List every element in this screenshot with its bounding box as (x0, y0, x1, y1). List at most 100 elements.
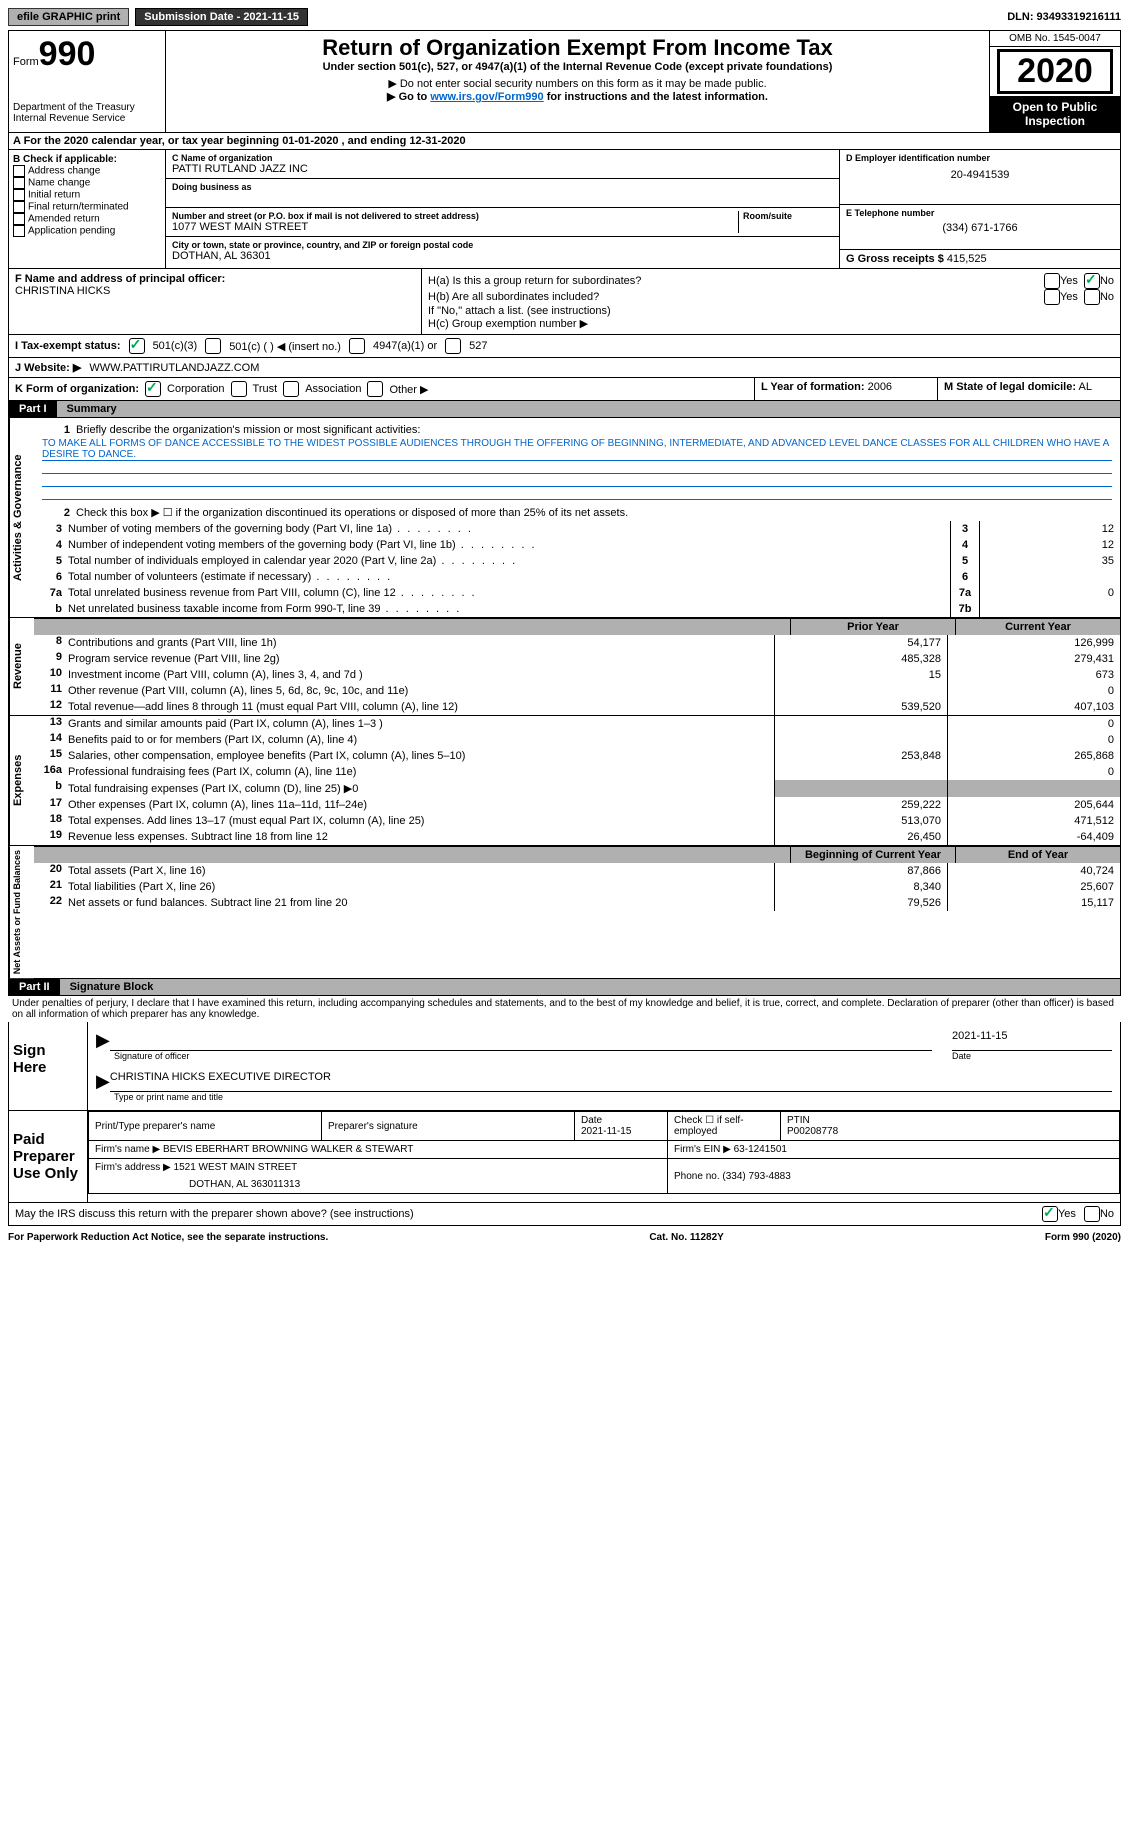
hc-label: H(c) Group exemption number ▶ (428, 317, 1114, 330)
ha-no-checkbox[interactable] (1084, 273, 1100, 289)
501c3-checkbox[interactable] (129, 338, 145, 354)
checkbox-label: Final return/terminated (28, 202, 129, 213)
part-i-header: Part I Summary (8, 401, 1121, 418)
prior-value (774, 716, 947, 732)
fin-text: Total assets (Part X, line 16) (68, 863, 774, 879)
mission-text: TO MAKE ALL FORMS OF DANCE ACCESSIBLE TO… (42, 438, 1112, 461)
form-title: Return of Organization Exempt From Incom… (174, 35, 981, 61)
checkbox[interactable] (13, 213, 25, 225)
hdr-end: End of Year (955, 847, 1120, 863)
ein-label: D Employer identification number (846, 153, 1114, 163)
fin-text: Investment income (Part VIII, column (A)… (68, 667, 774, 683)
part-ii-header: Part II Signature Block (8, 979, 1121, 996)
phone-value: (334) 671-1766 (846, 222, 1114, 234)
firm-name-label: Firm's name ▶ (95, 1144, 160, 1155)
submission-date-button[interactable]: Submission Date - 2021-11-15 (135, 8, 308, 26)
fin-text: Total liabilities (Part X, line 26) (68, 879, 774, 895)
vert-expenses: Expenses (9, 716, 34, 845)
discuss-no-checkbox[interactable] (1084, 1206, 1100, 1222)
governance-block: Activities & Governance 1Briefly describ… (8, 418, 1121, 618)
hb-label: H(b) Are all subordinates included? (428, 291, 1044, 303)
line-text: Net unrelated business taxable income fr… (68, 601, 950, 617)
current-value (947, 780, 1120, 797)
net-assets-block: Net Assets or Fund Balances Beginning of… (8, 846, 1121, 979)
sign-here-label: Sign Here (9, 1022, 88, 1110)
officer-label: F Name and address of principal officer: (15, 273, 415, 285)
officer-name-title: CHRISTINA HICKS EXECUTIVE DIRECTOR (110, 1071, 1112, 1092)
prior-value: 253,848 (774, 748, 947, 764)
current-value: 471,512 (947, 813, 1120, 829)
opt-assoc: Association (305, 383, 361, 395)
firm-ein: 63-1241501 (734, 1144, 787, 1155)
yes-text2: Yes (1060, 291, 1078, 303)
expenses-block: Expenses 13Grants and similar amounts pa… (8, 716, 1121, 846)
prior-value: 485,328 (774, 651, 947, 667)
line-ref: 5 (950, 553, 980, 569)
section-b-to-g: B Check if applicable: Address changeNam… (8, 150, 1121, 269)
checkbox[interactable] (13, 201, 25, 213)
current-value: 0 (947, 764, 1120, 780)
current-value: 279,431 (947, 651, 1120, 667)
row-a-period: A For the 2020 calendar year, or tax yea… (8, 133, 1121, 150)
trust-checkbox[interactable] (231, 381, 247, 397)
part-ii-badge: Part II (9, 979, 60, 995)
form-number: 990 (39, 35, 96, 73)
fin-text: Total revenue—add lines 8 through 11 (mu… (68, 699, 774, 715)
fin-text: Contributions and grants (Part VIII, lin… (68, 635, 774, 651)
checkbox[interactable] (13, 189, 25, 201)
current-value: 673 (947, 667, 1120, 683)
ha-yes-checkbox[interactable] (1044, 273, 1060, 289)
line-value: 0 (980, 585, 1120, 601)
527-checkbox[interactable] (445, 338, 461, 354)
footer-cat: Cat. No. 11282Y (328, 1232, 1045, 1243)
current-value: 205,644 (947, 797, 1120, 813)
dept-text: Department of the Treasury Internal Reve… (13, 102, 161, 124)
line-ref: 3 (950, 521, 980, 537)
checkbox[interactable] (13, 225, 25, 237)
prior-value: 26,450 (774, 829, 947, 845)
street-address: 1077 WEST MAIN STREET (172, 221, 738, 233)
corp-checkbox[interactable] (145, 381, 161, 397)
prior-value: 8,340 (774, 879, 947, 895)
prior-value: 79,526 (774, 895, 947, 911)
box-b-label: B Check if applicable: (13, 154, 161, 165)
current-value: 0 (947, 732, 1120, 748)
line1-label: Briefly describe the organization's miss… (76, 422, 1112, 438)
hb-yes-checkbox[interactable] (1044, 289, 1060, 305)
m-label: M State of legal domicile: (944, 381, 1076, 393)
prior-value (774, 732, 947, 748)
firm-name: BEVIS EBERHART BROWNING WALKER & STEWART (163, 1144, 413, 1155)
501c-checkbox[interactable] (205, 338, 221, 354)
checkbox[interactable] (13, 165, 25, 177)
sig-officer-label: Signature of officer (114, 1051, 189, 1061)
checkbox-label: Application pending (28, 226, 115, 237)
note-ssn: ▶ Do not enter social security numbers o… (174, 77, 981, 90)
form-header: Form990 Department of the Treasury Inter… (8, 30, 1121, 133)
prior-value: 539,520 (774, 699, 947, 715)
opt-other: Other ▶ (389, 383, 428, 396)
checkbox[interactable] (13, 177, 25, 189)
hb-no-checkbox[interactable] (1084, 289, 1100, 305)
fin-text: Net assets or fund balances. Subtract li… (68, 895, 774, 911)
current-value: 0 (947, 716, 1120, 732)
prep-phone: (334) 793-4883 (722, 1171, 790, 1182)
irs-link[interactable]: www.irs.gov/Form990 (430, 91, 543, 103)
current-value: 40,724 (947, 863, 1120, 879)
ha-label: H(a) Is this a group return for subordin… (428, 275, 1044, 287)
i-label: I Tax-exempt status: (15, 340, 121, 352)
prior-value (774, 764, 947, 780)
fin-text: Total fundraising expenses (Part IX, col… (68, 780, 774, 797)
prep-phone-label: Phone no. (674, 1171, 720, 1182)
checkbox-label: Name change (28, 178, 90, 189)
discuss-yes-checkbox[interactable] (1042, 1206, 1058, 1222)
prep-sig-hdr: Preparer's signature (322, 1112, 575, 1141)
fin-text: Program service revenue (Part VIII, line… (68, 651, 774, 667)
4947-checkbox[interactable] (349, 338, 365, 354)
opt-4947: 4947(a)(1) or (373, 340, 437, 352)
line2-label: Check this box ▶ ☐ if the organization d… (76, 504, 1120, 521)
opt-501c3: 501(c)(3) (153, 340, 198, 352)
assoc-checkbox[interactable] (283, 381, 299, 397)
other-checkbox[interactable] (367, 381, 383, 397)
no-text: No (1100, 275, 1114, 287)
efile-print-button[interactable]: efile GRAPHIC print (8, 8, 129, 26)
